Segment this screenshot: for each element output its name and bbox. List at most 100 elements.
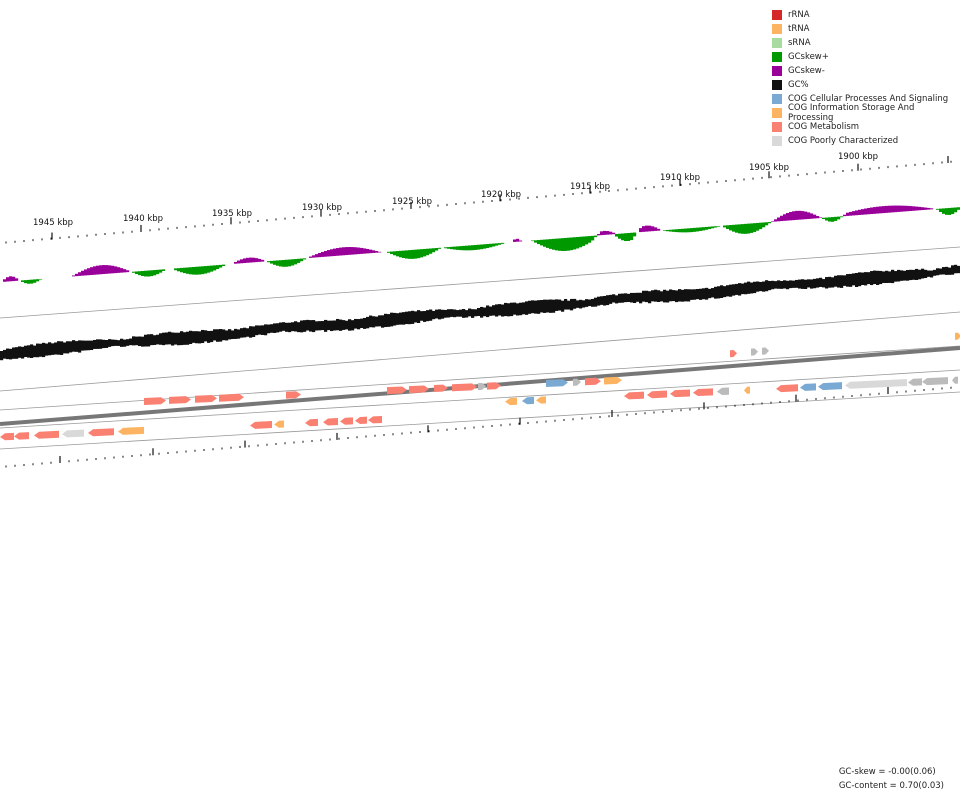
legend-swatch	[772, 24, 782, 34]
gc-skew-bar	[762, 222, 766, 228]
gc-skew-bar	[294, 259, 298, 265]
gc-content-bar	[48, 342, 52, 356]
gc-skew-bar	[120, 268, 124, 273]
gc-content-bar	[594, 297, 598, 307]
gc-skew-bar	[285, 259, 289, 267]
gc-content-bar	[486, 305, 490, 318]
legend-label: COG Information Storage And Processing	[788, 103, 915, 123]
gc-skew-bar	[387, 251, 391, 253]
gc-content-bar	[516, 303, 520, 316]
gc-content-bar	[657, 290, 661, 303]
gc-skew-bar	[879, 206, 883, 214]
gc-skew-bar	[324, 250, 328, 257]
gc-skew-bar	[159, 269, 163, 273]
gc-skew-bar	[783, 214, 787, 221]
gc-skew-bar	[3, 279, 7, 282]
legend-label: GC%	[788, 80, 809, 90]
gc-skew-bar	[666, 229, 670, 232]
gc-skew-bar	[909, 206, 913, 211]
gc-content-bar	[504, 302, 508, 317]
gene-arrow	[195, 395, 217, 403]
gc-content-stat: GC-content = 0.70(0.03)	[838, 781, 944, 791]
gc-content-bar	[87, 340, 91, 351]
gc-content-bar	[168, 331, 172, 345]
gc-skew-bar	[876, 206, 880, 214]
gc-content-bar	[462, 309, 466, 318]
gc-skew-bar	[765, 222, 769, 226]
gc-skew-bar	[480, 244, 484, 250]
gc-skew-bar	[822, 217, 826, 220]
gc-skew-bar	[606, 231, 610, 235]
gc-skew-bar	[915, 206, 919, 211]
gc-content-bar	[453, 309, 457, 318]
gc-skew-bar	[753, 223, 757, 232]
gc-content-bar	[873, 270, 877, 285]
gc-content-bar	[396, 313, 400, 325]
gc-content-bar	[126, 339, 130, 346]
gc-skew-bar	[513, 239, 517, 242]
gc-content-bar	[798, 279, 802, 289]
gc-content-bar	[129, 338, 133, 346]
scale-label: 1930 kbp	[302, 203, 342, 213]
gc-skew-bar	[261, 259, 265, 262]
gc-skew-bar	[87, 268, 91, 276]
gc-skew-bar	[906, 205, 910, 212]
gc-skew-bar	[897, 205, 901, 212]
gc-skew-bar	[174, 268, 178, 271]
gc-content-bar	[66, 341, 70, 354]
gc-skew-bar	[615, 233, 619, 237]
gc-content-bar	[54, 342, 58, 355]
gc-skew-bar	[498, 243, 502, 245]
gene-arrow	[845, 379, 907, 389]
gc-content-bar	[399, 312, 403, 325]
gc-skew-bar	[867, 208, 871, 215]
gc-content-bar	[537, 300, 541, 314]
gc-content-bar	[696, 288, 700, 300]
gc-content-bar	[69, 341, 73, 353]
gc-skew-bar	[312, 255, 316, 258]
gc-content-bar	[750, 282, 754, 294]
gc-skew-bar	[198, 266, 202, 275]
gc-content-bar	[936, 268, 940, 276]
gc-content-bar	[633, 292, 637, 304]
gene-arrow	[818, 382, 842, 391]
gc-content-bar	[207, 330, 211, 343]
gc-skew-bar	[396, 251, 400, 257]
gc-skew-bar	[789, 211, 793, 221]
gc-skew-bar	[654, 227, 658, 231]
gc-skew-bar	[735, 224, 739, 233]
gc-skew-bar	[24, 280, 28, 284]
gc-content-bar	[828, 276, 832, 288]
gc-content-bar	[876, 270, 880, 286]
gene-arrow	[922, 377, 948, 386]
gc-skew-bar	[9, 276, 13, 282]
legend-item: tRNA	[772, 22, 960, 36]
gc-skew-bar	[222, 264, 226, 267]
gc-skew-bar	[486, 244, 490, 249]
gc-skew-bar	[204, 266, 208, 274]
gc-skew-bar	[564, 237, 568, 251]
gc-content-bar	[318, 321, 322, 331]
gc-skew-bar	[177, 268, 181, 272]
gc-content-bar	[765, 280, 769, 292]
gc-skew-bar	[645, 225, 649, 232]
gc-skew-bar	[579, 236, 583, 248]
gc-content-bar	[156, 334, 160, 345]
gc-content-bar	[177, 332, 181, 346]
gc-content-bar	[414, 311, 418, 323]
gc-skew-bar	[456, 246, 460, 250]
scale-label: 1940 kbp	[123, 214, 163, 224]
gc-skew-bar	[255, 258, 259, 263]
gene-arrow	[219, 393, 244, 402]
gc-content-bar	[552, 299, 556, 313]
gc-content-bar	[684, 289, 688, 302]
gc-skew-bar	[393, 251, 397, 256]
gc-content-bar	[843, 275, 847, 286]
gc-content-bar	[15, 347, 19, 359]
gc-content-bar	[426, 310, 430, 322]
gc-skew-bar	[627, 233, 631, 241]
gc-content-bar	[372, 316, 376, 328]
gc-content-bar	[120, 338, 124, 347]
gc-skew-bar	[15, 278, 19, 281]
gc-content-bar	[459, 309, 463, 317]
